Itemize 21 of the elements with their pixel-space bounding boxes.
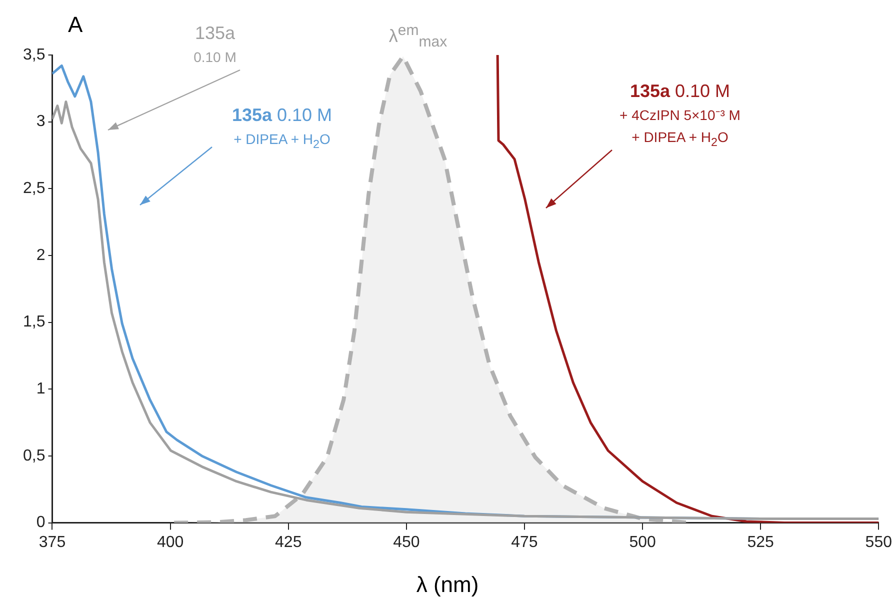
- text: 135a 0.10 M + 4CzIPN 5×10⁻³ M + DIPEA + H$_{2}$O: [620, 80, 740, 150]
- x-tick-label: 375: [38, 534, 66, 551]
- x-tick-label: 425: [275, 534, 302, 551]
- text: 135a 0.10 M + DIPEA + H$_{2}$O: [232, 104, 332, 152]
- y-tick-label: 3,5: [22, 46, 46, 64]
- y-axis-title: A: [68, 12, 83, 38]
- y-tick-label: 0,5: [22, 447, 46, 464]
- y-tick-label: 2,5: [22, 180, 46, 198]
- y-tick-label: 1: [36, 380, 46, 398]
- y-tick-label: 3: [36, 113, 46, 130]
- y-tick-label: 1,5: [22, 314, 46, 331]
- x-tick-label: 450: [393, 534, 420, 551]
- x-tick-label: 525: [747, 534, 774, 551]
- x-axis-title: λ (nm): [415, 572, 480, 598]
- x-tick-label: 400: [156, 534, 184, 551]
- y-tick-label: 0: [36, 514, 46, 532]
- x-tick-label: 500: [629, 534, 656, 551]
- y-tick-label: 2: [36, 246, 46, 264]
- x-tick-label: 550: [865, 534, 892, 551]
- x-tick-label: 475: [511, 534, 538, 551]
- text: 135a 0.10 M: [194, 22, 236, 66]
